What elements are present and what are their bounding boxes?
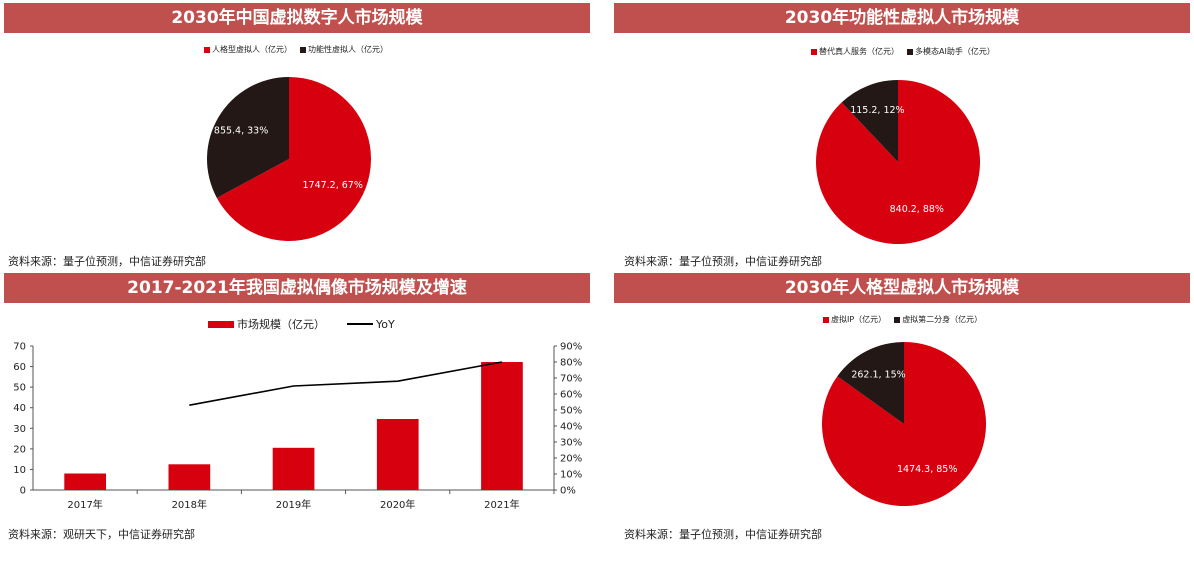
legend-label: 市场规模（亿元） [237, 318, 325, 331]
pie-data-label: 1474.3, 85% [897, 464, 957, 475]
legend-line-swatch [347, 323, 373, 325]
legend-swatch [300, 46, 306, 53]
y-left-tick-label: 60 [13, 362, 26, 373]
y-left-tick-label: 70 [13, 342, 26, 353]
legend-label: 功能性虚拟人（亿元） [308, 45, 388, 54]
legend-item: 替代真人服务（亿元） [811, 46, 899, 57]
legend-item: 虚拟第二分身（亿元） [894, 314, 982, 325]
source-note: 资料来源：观研天下，中信证券研究部 [8, 528, 195, 541]
chart-legend: 人格型虚拟人（亿元） 功能性虚拟人（亿元） [204, 44, 396, 55]
legend-item: 人格型虚拟人（亿元） [204, 44, 292, 55]
legend-item: 多模态AI助手（亿元） [907, 46, 995, 57]
chart-legend: 替代真人服务（亿元） 多模态AI助手（亿元） [811, 46, 1003, 57]
pie-data-label: 840.2, 88% [890, 204, 944, 215]
legend-label: 人格型虚拟人（亿元） [212, 45, 292, 54]
panel-personality-virtual-human: 2030年人格型虚拟人市场规模 虚拟IP（亿元） 虚拟第二分身（亿元） 1474… [614, 273, 1190, 544]
x-tick-label: 2019年 [276, 498, 311, 511]
x-tick-label: 2021年 [484, 498, 519, 511]
legend-swatch [823, 316, 829, 323]
y-right-tick-label: 40% [560, 422, 582, 433]
pie-data-label: 115.2, 12% [850, 105, 904, 116]
y-right-tick-label: 60% [560, 390, 582, 401]
y-left-tick-label: 40 [13, 403, 26, 414]
legend-item: 虚拟IP（亿元） [823, 314, 886, 325]
legend-label: 虚拟IP（亿元） [831, 315, 887, 324]
pie-slice [216, 77, 372, 242]
bar [376, 419, 419, 490]
panel-functional-virtual-human: 2030年功能性虚拟人市场规模 替代真人服务（亿元） 多模态AI助手（亿元） 8… [614, 3, 1190, 271]
pie-data-label: 855.4, 33% [214, 125, 268, 136]
legend-swatch [894, 316, 901, 323]
y-right-tick-label: 90% [560, 342, 582, 353]
chart-legend: 市场规模（亿元） YoY [208, 316, 403, 332]
panel-digital-human-market: 2030年中国虚拟数字人市场规模 人格型虚拟人（亿元） 功能性虚拟人（亿元） 1… [4, 3, 590, 271]
x-tick-label: 2017年 [67, 498, 102, 511]
legend-label: YoY [376, 317, 395, 331]
y-left-tick-label: 50 [13, 383, 26, 394]
yoy-line [189, 361, 503, 406]
legend-item: 功能性虚拟人（亿元） [300, 44, 388, 55]
legend-label: 虚拟第二分身（亿元） [902, 315, 983, 324]
panel-title: 2017-2021年我国虚拟偶像市场规模及增速 [4, 273, 590, 303]
pie-chart: 1747.2, 67% 855.4, 33% [207, 77, 372, 242]
bar [481, 362, 523, 490]
y-right-tick-label: 30% [560, 438, 582, 449]
legend-item: 市场规模（亿元） [208, 316, 325, 332]
pie-data-label: 262.1, 15% [851, 369, 905, 380]
legend-swatch [208, 320, 234, 328]
y-left-tick-label: 20 [13, 444, 26, 455]
chart-legend: 虚拟IP（亿元） 虚拟第二分身（亿元） [823, 314, 990, 325]
panel-title: 2030年人格型虚拟人市场规模 [614, 273, 1190, 303]
legend-label: 替代真人服务（亿元） [819, 47, 899, 56]
y-right-tick-label: 80% [560, 358, 582, 369]
legend-swatch [811, 48, 817, 55]
legend-item: YoY [347, 318, 395, 331]
y-left-tick-label: 30 [13, 424, 26, 435]
pie-slice [837, 342, 904, 424]
y-right-tick-label: 20% [560, 454, 582, 465]
y-right-tick-label: 50% [560, 406, 582, 417]
x-tick-label: 2018年 [172, 498, 207, 511]
legend-swatch [204, 46, 210, 53]
y-right-tick-label: 10% [560, 470, 582, 481]
pie-chart: 1474.3, 85% 262.1, 15% [822, 342, 987, 506]
panel-title: 2030年中国虚拟数字人市场规模 [4, 3, 590, 33]
y-left-tick-label: 0 [20, 486, 26, 497]
pie-slice [207, 77, 289, 198]
pie-data-label: 1747.2, 67% [302, 180, 362, 191]
pie-slice [822, 342, 987, 506]
pie-slice [816, 80, 981, 244]
bar-line-chart: 0 10 20 30 40 50 60 70 0% 10% 20% 30% 40% 50% 60% 70% 80… [13, 342, 582, 512]
pie-slice [841, 80, 898, 162]
y-right-tick-label: 0% [560, 486, 576, 497]
source-note: 资料来源：量子位预测，中信证券研究部 [8, 255, 206, 268]
y-right-tick-label: 70% [560, 374, 582, 385]
bar [64, 473, 106, 490]
legend-label: 多模态AI助手（亿元） [915, 47, 995, 56]
legend-swatch [907, 48, 913, 55]
x-tick-label: 2020年 [380, 498, 415, 511]
panel-virtual-idol-market: 2017-2021年我国虚拟偶像市场规模及增速 市场规模（亿元） YoY 0 10… [4, 273, 590, 544]
pie-chart: 840.2, 88% 115.2, 12% [816, 80, 981, 244]
bar [168, 464, 211, 490]
bar [272, 447, 315, 490]
source-note: 资料来源：量子位预测，中信证券研究部 [624, 528, 822, 541]
y-left-tick-label: 10 [13, 465, 26, 476]
source-note: 资料来源：量子位预测，中信证券研究部 [624, 255, 822, 268]
panel-title: 2030年功能性虚拟人市场规模 [614, 3, 1190, 33]
